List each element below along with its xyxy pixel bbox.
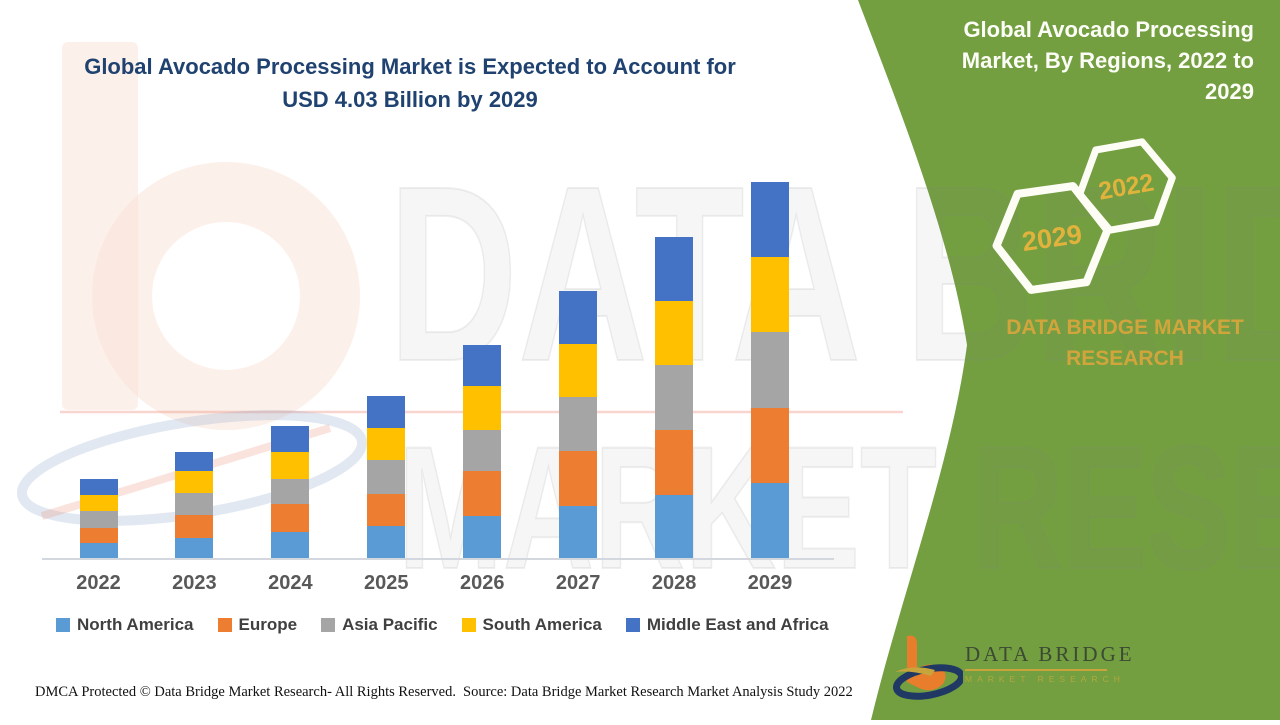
bar-2023-south-america — [175, 471, 214, 493]
bar-2024-middle-east-and-africa — [271, 425, 310, 452]
legend-item-europe: Europe — [217, 615, 298, 635]
bar-2027-south-america — [559, 343, 598, 397]
bar-2022-middle-east-and-africa — [79, 478, 118, 495]
bar-2029-south-america — [751, 256, 789, 333]
legend-label: South America — [482, 615, 602, 634]
bar-2028-north-america — [655, 494, 694, 558]
x-axis-label-2023: 2023 — [172, 572, 217, 594]
bar-2026-asia-pacific — [463, 429, 502, 472]
bar-2029-asia-pacific — [751, 332, 789, 408]
x-axis-label-2026: 2026 — [459, 572, 505, 594]
brand-heading: DATA BRIDGE MARKET RESEARCH — [985, 312, 1265, 374]
bar-2027-europe — [559, 450, 598, 506]
legend-item-middle-east-and-africa: Middle East and Africa — [625, 615, 829, 635]
bar-2024-south-america — [271, 451, 310, 479]
company-logo: DATA BRIDGE MARKET RESEARCH — [893, 634, 1193, 707]
bar-2025-asia-pacific — [367, 460, 406, 494]
bar-2023-north-america — [175, 537, 214, 558]
legend-label: Middle East and Africa — [646, 615, 829, 634]
footer-dmca-text: DMCA Protected © Data Bridge Market Rese… — [35, 684, 456, 700]
bar-2026-north-america — [463, 516, 502, 558]
bar-2028-europe — [655, 430, 694, 495]
x-axis-label-2024: 2024 — [268, 572, 313, 594]
bar-2027-north-america — [559, 505, 598, 558]
legend-swatch-icon — [321, 618, 336, 632]
bar-2025-middle-east-and-africa — [367, 395, 406, 428]
legend-swatch-icon — [625, 618, 640, 632]
footer-source-text: Source: Data Bridge Market Research Mark… — [463, 684, 853, 700]
bar-2022-europe — [79, 528, 118, 544]
chart-legend: North America Europe Asia Pacific South Ame… — [56, 615, 829, 635]
hexagon-2029: 2029 — [992, 182, 1112, 294]
legend-label: North America — [77, 615, 194, 634]
bar-2024-asia-pacific — [271, 478, 310, 504]
bar-2022 — [79, 478, 118, 558]
logo-name: DATA BRIDGE — [965, 642, 1135, 666]
bar-2023 — [175, 451, 214, 558]
brand-heading-line2: RESEARCH — [1066, 347, 1184, 370]
bar-2027-middle-east-and-africa — [559, 290, 598, 344]
bar-2028 — [655, 236, 694, 558]
bar-2025 — [367, 395, 406, 558]
bar-2024-europe — [271, 503, 310, 532]
x-axis-label-2029: 2029 — [747, 572, 793, 594]
hexagon-2022: 2022 — [1076, 138, 1176, 234]
bar-2027-asia-pacific — [559, 396, 598, 451]
legend-item-north-america: North America — [56, 615, 194, 635]
legend-label: Europe — [238, 615, 298, 634]
logo-underline — [965, 669, 1107, 671]
bar-2027 — [559, 290, 598, 558]
x-axis-label-2027: 2027 — [555, 572, 601, 594]
bar-2025-europe — [367, 493, 406, 527]
bar-2023-europe — [175, 515, 214, 538]
bar-2023-asia-pacific — [175, 492, 214, 516]
hexagon-2022-label: 2022 — [1096, 168, 1156, 205]
logo-subtitle: MARKET RESEARCH — [965, 674, 1125, 684]
bar-2026-europe — [463, 471, 502, 517]
legend-item-asia-pacific: Asia Pacific — [321, 615, 438, 635]
bar-2026-south-america — [463, 385, 502, 430]
bar-2024-north-america — [271, 531, 310, 558]
legend-item-south-america: South America — [461, 615, 602, 635]
bar-2026-middle-east-and-africa — [463, 344, 502, 386]
bar-2022-south-america — [79, 494, 118, 511]
bar-2028-middle-east-and-africa — [655, 236, 694, 301]
legend-label: Asia Pacific — [342, 615, 438, 634]
brand-heading-line1: DATA BRIDGE MARKET — [1006, 316, 1244, 339]
logo-b-icon — [893, 635, 965, 700]
bar-2022-north-america — [79, 543, 118, 558]
bar-2029-europe — [751, 407, 789, 483]
x-axis-label-2022: 2022 — [76, 572, 121, 594]
x-axis-label-2028: 2028 — [651, 572, 697, 594]
bar-2024 — [271, 425, 310, 558]
x-axis-label-2025: 2025 — [364, 572, 409, 594]
bar-2025-south-america — [367, 427, 406, 461]
x-axis-line — [42, 558, 834, 560]
logo-text: DATA BRIDGE MARKET RESEARCH — [965, 642, 1135, 684]
hexagon-2029-label: 2029 — [1020, 219, 1084, 257]
bar-2025-north-america — [367, 526, 406, 558]
page-title-line2: USD 4.03 Billion by 2029 — [282, 87, 538, 112]
bar-2029-middle-east-and-africa — [751, 182, 789, 257]
legend-swatch-icon — [217, 618, 232, 632]
bar-2026 — [463, 344, 502, 558]
side-panel-heading: Global Avocado Processing Market, By Reg… — [961, 17, 1254, 104]
page-title-line1: Global Avocado Processing Market is Expe… — [84, 54, 736, 79]
bar-2022-asia-pacific — [79, 510, 118, 529]
legend-swatch-icon — [56, 618, 70, 632]
legend-swatch-icon — [461, 618, 476, 632]
page-title: Global Avocado Processing Market is Expe… — [40, 50, 780, 116]
bar-2028-asia-pacific — [655, 365, 694, 431]
bar-2029 — [751, 182, 789, 558]
year-hexagons: 2029 2022 — [992, 138, 1176, 294]
bar-2023-middle-east-and-africa — [175, 451, 214, 472]
bar-2028-south-america — [655, 300, 694, 366]
bar-2029-north-america — [751, 482, 789, 558]
